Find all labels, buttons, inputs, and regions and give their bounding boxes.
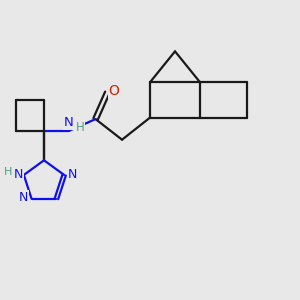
Text: N: N [64, 116, 74, 129]
Text: N: N [14, 169, 23, 182]
Text: N: N [19, 191, 28, 204]
Text: H: H [4, 167, 12, 177]
Text: H: H [76, 121, 84, 134]
Text: O: O [108, 84, 119, 98]
Text: N: N [68, 169, 77, 182]
